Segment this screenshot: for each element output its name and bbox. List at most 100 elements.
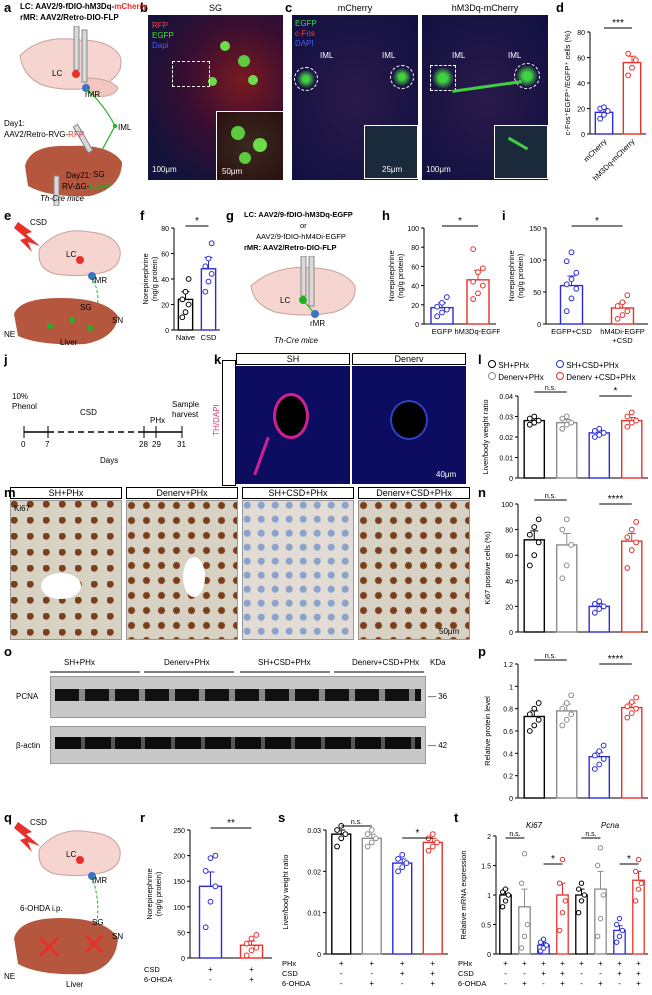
data-point <box>526 531 533 538</box>
panel-a-schematic <box>19 26 122 206</box>
y-axis-label: (ng/g protein) <box>150 256 159 301</box>
panel-c-title-1: mCherry <box>337 3 373 13</box>
panel-c-image-2: IML IML 100μm <box>422 15 548 180</box>
data-point <box>395 868 401 875</box>
panel-m-scale: 50μm <box>439 627 460 636</box>
panel-o-bracket <box>50 671 424 673</box>
data-point <box>179 314 186 321</box>
data-point <box>635 856 642 863</box>
data-point <box>535 417 542 424</box>
panel-b-legend-egfp: EGFP <box>152 31 174 40</box>
data-point <box>535 516 542 523</box>
data-point <box>429 831 436 838</box>
data-point <box>368 839 375 846</box>
y-tick-label: 20 <box>161 303 169 310</box>
panel-l-legend-1: SH+PHx <box>488 360 529 371</box>
panel-c-scale1: 25μm <box>382 165 403 174</box>
data-point <box>568 542 575 548</box>
panel-letter-i: i <box>502 208 506 223</box>
data-point <box>624 714 631 721</box>
panel-a-sg: SG <box>93 170 105 179</box>
panel-j-tick-0: 0 <box>21 440 26 449</box>
y-tick-label: 80 <box>161 226 169 233</box>
y-tick-label: 0.03 <box>307 828 321 835</box>
sig-label: **** <box>608 654 624 665</box>
y-axis-label: Ki67 positive cells (%) <box>483 531 492 605</box>
data-point <box>535 700 542 706</box>
data-point <box>434 313 441 320</box>
y-tick-label: 1.5 <box>481 864 491 871</box>
bar <box>620 419 643 479</box>
y-tick-label: 20 <box>577 107 585 114</box>
chart-f: 0 20 40 60 80 Norepinephrine (ng/g protein) * Na… <box>141 216 220 342</box>
y-tick-label: 0.03 <box>499 415 513 422</box>
condition-label: 6-OHDA <box>458 979 486 988</box>
data-point <box>624 423 631 430</box>
condition-sign: - <box>370 969 373 978</box>
panel-m-title-4: Denerv+CSD+PHx <box>358 487 470 499</box>
condition-sign: + <box>249 965 254 974</box>
sig-label: * <box>416 828 420 839</box>
data-point <box>581 892 588 898</box>
condition-sign: - <box>504 979 507 988</box>
gene-label: Pcna <box>601 821 620 830</box>
data-point <box>594 862 601 869</box>
bar <box>555 710 578 799</box>
data-point <box>597 845 604 851</box>
panel-j-tick-31: 31 <box>177 440 186 449</box>
y-tick-label: 80 <box>411 245 419 252</box>
panel-k-image-denerv: 40μm <box>352 366 466 484</box>
condition-sign: + <box>430 959 435 968</box>
panel-a-rmr: rMR <box>85 90 101 99</box>
condition-sign: + <box>560 959 565 968</box>
data-point <box>625 72 632 79</box>
data-point <box>575 910 582 916</box>
data-point <box>568 419 575 426</box>
panel-a-day1: Day1: <box>4 119 25 128</box>
y-tick-label: 150 <box>529 226 541 233</box>
data-point <box>334 843 340 850</box>
panel-k-title-sh: SH <box>236 353 350 365</box>
bar <box>239 944 264 959</box>
panel-e-lc: LC <box>66 250 77 259</box>
bar <box>559 284 584 325</box>
ns-label: n.s. <box>585 831 596 838</box>
data-point <box>373 835 379 842</box>
data-point <box>628 699 635 705</box>
panel-m-image-1: Ki67 <box>10 500 122 640</box>
bar <box>555 544 578 633</box>
data-point <box>562 898 569 904</box>
y-tick-label: 0 <box>509 476 513 483</box>
y-tick-label: 40 <box>161 277 169 284</box>
data-point <box>470 296 477 302</box>
data-point <box>205 255 212 262</box>
y-tick-label: 60 <box>577 56 585 63</box>
y-tick-label: 250 <box>173 828 185 835</box>
data-point <box>594 933 601 940</box>
bar <box>200 268 217 331</box>
data-point <box>601 104 607 111</box>
condition-label: CSD <box>282 969 298 978</box>
data-point <box>559 425 566 432</box>
panel-q-csd: CSD <box>30 818 47 827</box>
data-point <box>202 288 209 295</box>
panel-q-ne: NE <box>4 972 16 981</box>
y-tick-label: 100 <box>407 226 419 233</box>
bar <box>523 419 546 479</box>
data-point <box>559 705 566 712</box>
condition-sign: - <box>599 969 602 978</box>
panel-o-blot-actin <box>50 726 426 764</box>
data-point <box>638 880 645 886</box>
data-point <box>568 295 575 302</box>
data-point <box>624 565 631 571</box>
data-point <box>596 425 603 432</box>
y-tick-label: 80 <box>505 528 513 535</box>
y-tick-label: 0 <box>165 328 169 335</box>
data-point <box>628 547 635 553</box>
condition-sign: + <box>598 979 603 988</box>
bar <box>620 540 643 633</box>
ns-label: n.s. <box>545 653 556 660</box>
y-tick-label: 0.4 <box>503 751 513 758</box>
x-tick-label: +CSD <box>612 336 633 345</box>
panel-letter-b: b <box>140 0 148 15</box>
